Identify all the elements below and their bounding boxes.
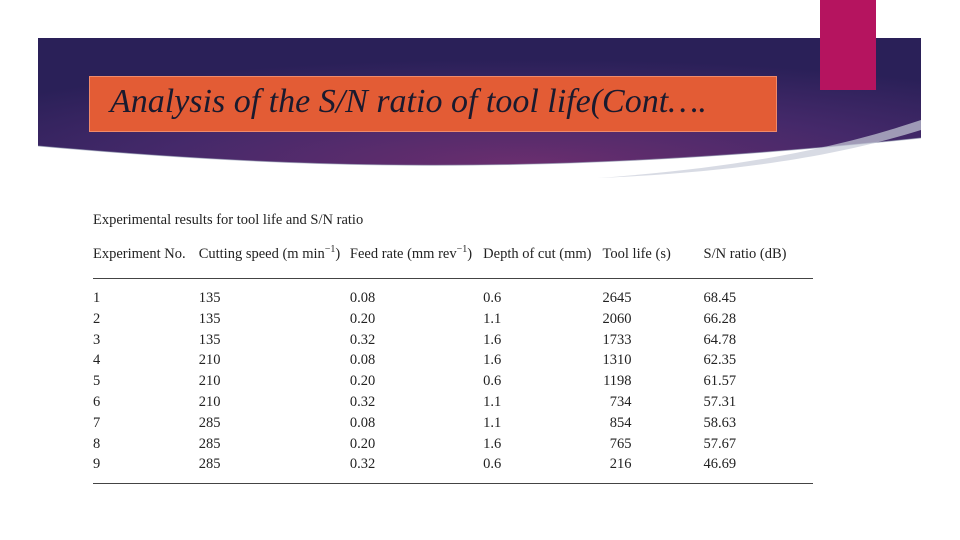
cell-experiment: 8: [93, 435, 101, 452]
table-row: 5 210 0.20 0.6 1198 61.57: [93, 371, 813, 392]
cell-tool-life: 1310: [602, 352, 632, 369]
cell-depth-of-cut: 0.6: [483, 454, 603, 485]
table-row: 9 285 0.32 0.6 216 46.69: [93, 454, 813, 485]
cell-sn-ratio: 61.57: [703, 373, 737, 390]
table-row: 3 135 0.32 1.6 1733 64.78: [93, 330, 813, 351]
cell-cutting-speed: 210: [198, 373, 221, 390]
cell-feed-rate: 0.20: [349, 373, 376, 390]
results-table: Experiment No. Cutting speed (m min−1) F…: [93, 244, 813, 485]
header-experiment: Experiment No.: [93, 244, 199, 279]
cell-sn-ratio: 64.78: [703, 331, 737, 348]
cell-cutting-speed: 285: [198, 435, 221, 452]
table-row: 2 135 0.20 1.1 2060 66.28: [93, 309, 813, 330]
table-header-row: Experiment No. Cutting speed (m min−1) F…: [93, 244, 813, 279]
cell-feed-rate: 0.08: [349, 290, 376, 306]
cell-sn-ratio: 68.45: [703, 290, 737, 306]
cell-depth-of-cut: 1.1: [483, 393, 502, 410]
cell-experiment: 1: [93, 290, 101, 306]
cell-feed-rate: 0.08: [349, 414, 376, 431]
results-table-area: Experimental results for tool life and S…: [93, 210, 813, 485]
cell-experiment: 2: [93, 310, 101, 327]
table-row: 7 285 0.08 1.1 854 58.63: [93, 413, 813, 434]
title-box: [89, 76, 777, 132]
cell-experiment: 7: [93, 414, 101, 431]
header-cutting-speed: Cutting speed (m min−1): [198, 244, 350, 279]
cell-experiment: 9: [93, 454, 199, 485]
cell-tool-life: 854: [609, 414, 632, 431]
cell-sn-ratio: 57.67: [703, 435, 737, 452]
cell-depth-of-cut: 1.1: [483, 310, 502, 327]
cell-cutting-speed: 135: [198, 310, 221, 327]
cell-depth-of-cut: 0.6: [483, 290, 502, 306]
cell-sn-ratio: 58.63: [703, 414, 737, 431]
cell-depth-of-cut: 1.1: [483, 414, 502, 431]
header-feed-rate: Feed rate (mm rev−1): [349, 244, 484, 279]
cell-sn-ratio: 57.31: [703, 393, 737, 410]
cell-depth-of-cut: 0.6: [483, 373, 502, 390]
cell-sn-ratio: 66.28: [703, 310, 737, 327]
cell-cutting-speed: 135: [198, 290, 221, 306]
accent-tab: [820, 0, 876, 90]
cell-cutting-speed: 210: [198, 393, 221, 410]
cell-feed-rate: 0.32: [349, 393, 376, 410]
cell-feed-rate: 0.32: [349, 454, 484, 485]
cell-sn-ratio: 62.35: [703, 352, 737, 369]
cell-cutting-speed: 210: [198, 352, 221, 369]
cell-depth-of-cut: 1.6: [483, 331, 502, 348]
table-row: 8 285 0.20 1.6 765 57.67: [93, 434, 813, 455]
cell-sn-ratio: 46.69: [703, 454, 813, 485]
table-row: 6 210 0.32 1.1 734 57.31: [93, 392, 813, 413]
cell-experiment: 4: [93, 352, 101, 369]
cell-tool-life: 2060: [602, 310, 632, 327]
cell-experiment: 3: [93, 331, 101, 348]
cell-feed-rate: 0.32: [349, 331, 376, 348]
cell-tool-life: 1733: [602, 331, 632, 348]
cell-depth-of-cut: 1.6: [483, 435, 502, 452]
cell-experiment: 5: [93, 373, 101, 390]
cell-cutting-speed: 285: [198, 454, 350, 485]
cell-tool-life: 216: [602, 454, 704, 485]
cell-feed-rate: 0.08: [349, 352, 376, 369]
cell-tool-life: 734: [609, 393, 632, 410]
cell-feed-rate: 0.20: [349, 310, 376, 327]
cell-cutting-speed: 285: [198, 414, 221, 431]
slide-title: Analysis of the S/N ratio of tool life(C…: [110, 83, 707, 120]
table-row: 1 135 0.08 0.6 2645 68.45: [93, 279, 813, 309]
header-sn-ratio: S/N ratio (dB): [703, 244, 813, 279]
cell-feed-rate: 0.20: [349, 435, 376, 452]
cell-experiment: 6: [93, 393, 101, 410]
cell-tool-life: 765: [609, 435, 632, 452]
table-caption: Experimental results for tool life and S…: [93, 212, 364, 228]
cell-tool-life: 2645: [602, 290, 632, 306]
cell-depth-of-cut: 1.6: [483, 352, 502, 369]
table-row: 4 210 0.08 1.6 1310 62.35: [93, 350, 813, 371]
header-depth-of-cut: Depth of cut (mm): [483, 244, 603, 279]
cell-cutting-speed: 135: [198, 331, 221, 348]
header-tool-life: Tool life (s): [602, 244, 704, 279]
cell-tool-life: 1198: [603, 373, 632, 390]
